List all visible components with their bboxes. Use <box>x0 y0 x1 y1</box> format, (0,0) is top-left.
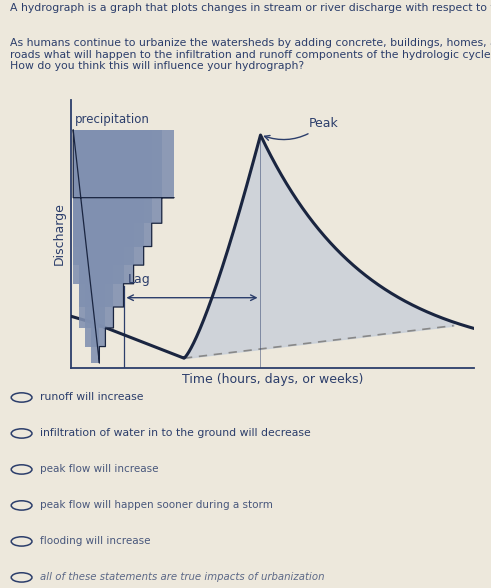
Text: Peak: Peak <box>265 117 338 141</box>
Bar <box>73 130 174 198</box>
Text: all of these statements are true impacts of urbanization: all of these statements are true impacts… <box>40 572 325 583</box>
Bar <box>73 130 144 265</box>
Bar <box>85 130 106 346</box>
Y-axis label: Discharge: Discharge <box>53 202 66 265</box>
Text: As humans continue to urbanize the watersheds by adding concrete, buildings, hom: As humans continue to urbanize the water… <box>10 38 491 71</box>
Text: peak flow will increase: peak flow will increase <box>40 465 159 475</box>
X-axis label: Time (hours, days, or weeks): Time (hours, days, or weeks) <box>182 373 363 386</box>
Text: precipitation: precipitation <box>75 112 149 126</box>
Bar <box>73 130 152 246</box>
Text: Lag: Lag <box>128 273 150 286</box>
Text: flooding will increase: flooding will increase <box>40 536 151 546</box>
Bar <box>91 130 99 363</box>
Bar <box>79 130 113 328</box>
Text: infiltration of water in to the ground will decrease: infiltration of water in to the ground w… <box>40 429 311 439</box>
Text: A hydrograph is a graph that plots changes in stream or river discharge with res: A hydrograph is a graph that plots chang… <box>10 3 491 13</box>
Bar <box>73 130 134 284</box>
Text: peak flow will happen sooner during a storm: peak flow will happen sooner during a st… <box>40 500 273 510</box>
Text: runoff will increase: runoff will increase <box>40 392 144 403</box>
Bar <box>73 130 162 223</box>
Bar <box>79 130 124 307</box>
